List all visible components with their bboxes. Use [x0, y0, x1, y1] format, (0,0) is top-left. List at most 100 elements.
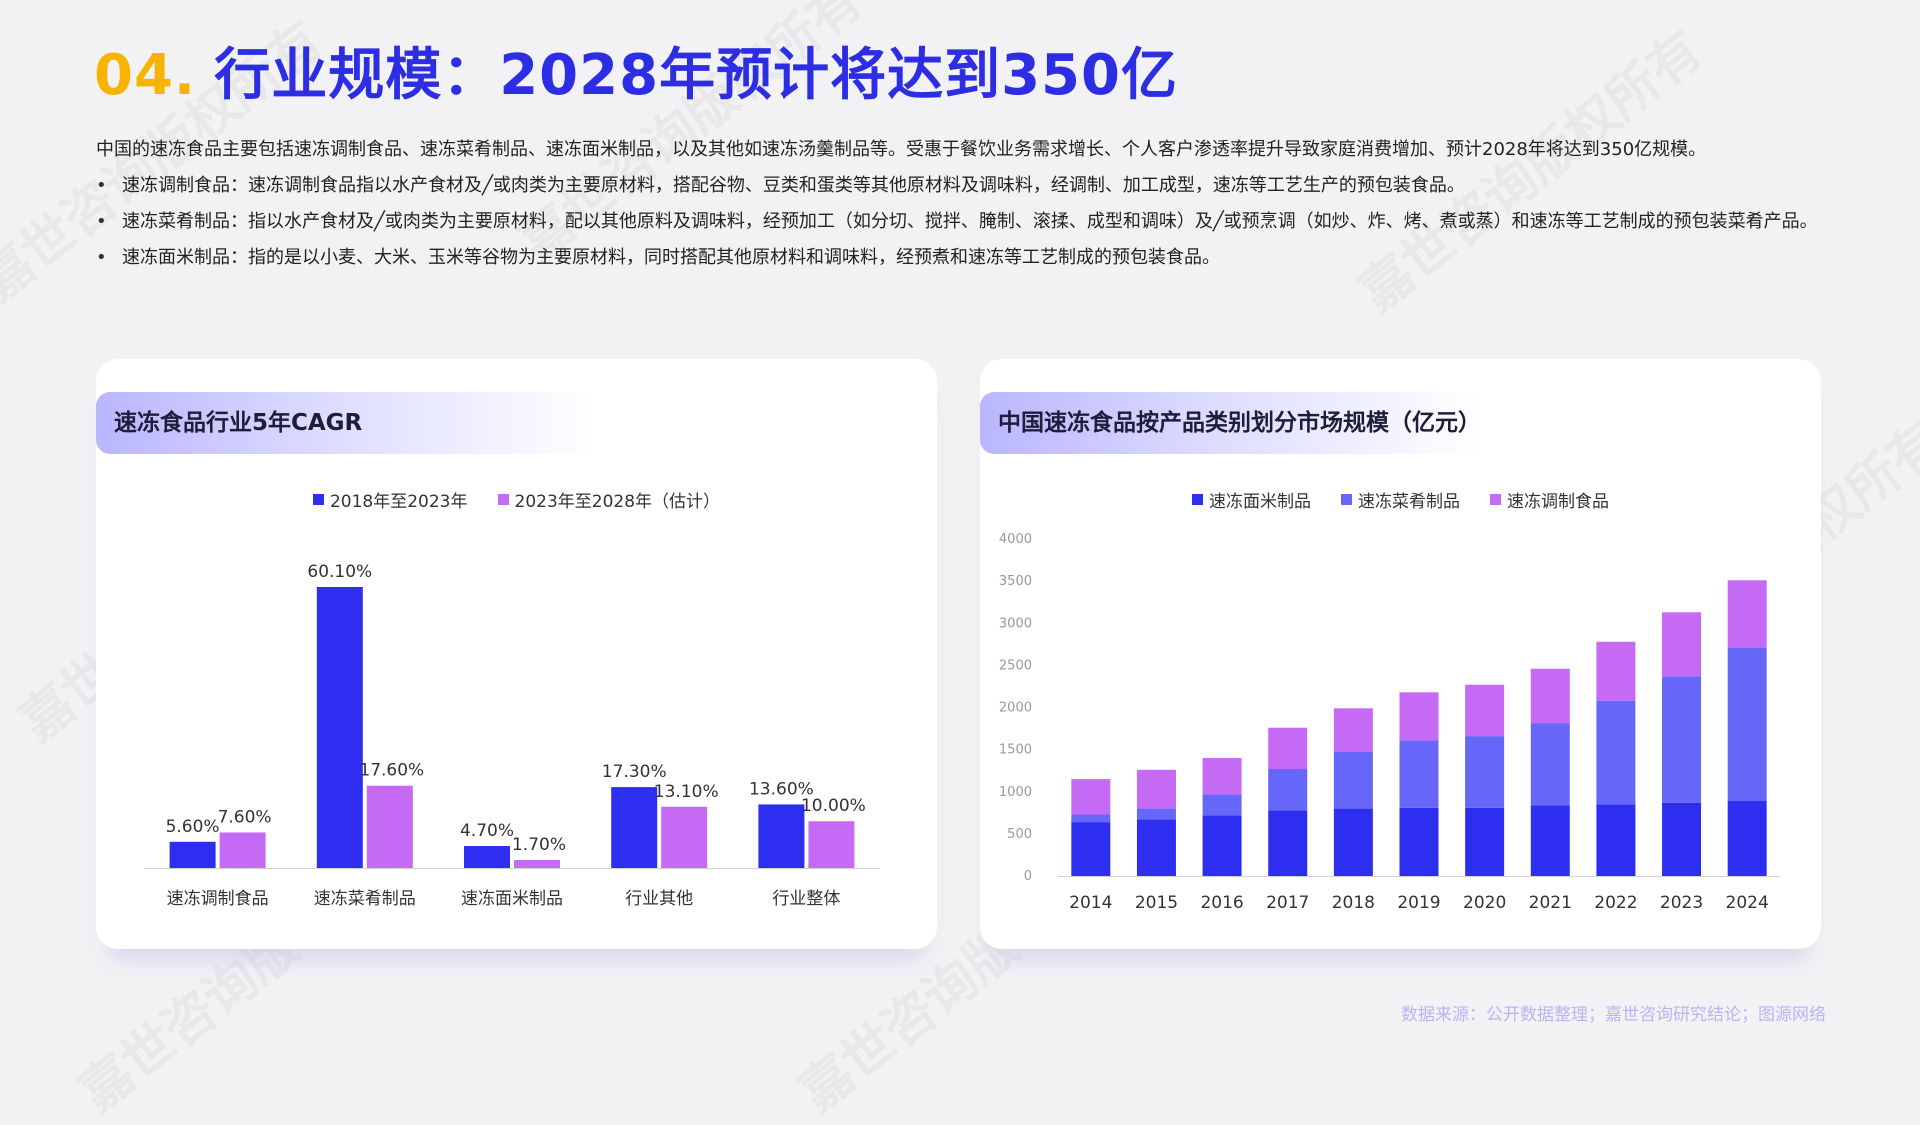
- bar: [808, 821, 855, 868]
- x-tick-label: 行业其他: [625, 889, 693, 909]
- stacked-bar-segment: [1465, 684, 1505, 737]
- bullet-item: 速冻调制食品：速冻调制食品指以水产食材及╱或肉类为主要原材料，搭配谷物、豆类和蛋…: [96, 168, 1832, 204]
- chart-heading: 速冻食品行业5年CAGR: [114, 410, 363, 436]
- y-tick-label: 3500: [999, 574, 1032, 589]
- chart-legend: 速冻面米制品 速冻菜肴制品 速冻调制食品: [980, 487, 1821, 512]
- bar: [366, 785, 413, 868]
- stacked-bar-segment: [1136, 819, 1176, 876]
- bar: [514, 860, 560, 868]
- y-tick-label: 1500: [999, 743, 1032, 758]
- x-tick-label: 2016: [1200, 893, 1243, 913]
- data-label: 10.00%: [801, 796, 866, 816]
- stacked-bar-segment: [1399, 740, 1439, 808]
- data-source-note: 数据来源：公开数据整理；嘉世咨询研究结论；图源网络: [1401, 1005, 1826, 1025]
- market-size-chart-card: 中国速冻食品按产品类别划分市场规模（亿元） 速冻面米制品 速冻菜肴制品 速冻调制…: [980, 359, 1821, 949]
- y-tick-label: 0: [1024, 869, 1032, 884]
- bar: [758, 804, 805, 868]
- stacked-bar-segment: [1662, 802, 1702, 876]
- stacked-bar-segment: [1333, 708, 1373, 752]
- stacked-bar-segment: [1727, 647, 1767, 802]
- stacked-bar-segment: [1202, 794, 1242, 816]
- x-tick-label: 2014: [1069, 893, 1112, 913]
- x-tick-label: 2018: [1332, 893, 1375, 913]
- stacked-bar-segment: [1662, 612, 1702, 677]
- stacked-bar-segment: [1268, 769, 1308, 811]
- legend-swatch: [497, 494, 509, 505]
- stacked-bar-segment: [1136, 808, 1176, 820]
- x-tick-label: 2015: [1135, 893, 1178, 913]
- stacked-bar-segment: [1071, 814, 1111, 823]
- bar: [464, 846, 510, 868]
- section-number: 04.: [94, 43, 197, 108]
- stacked-bar-segment: [1530, 805, 1570, 876]
- y-tick-label: 1000: [999, 785, 1032, 800]
- x-tick-label: 速冻调制食品: [167, 889, 269, 909]
- stacked-bar-segment: [1465, 736, 1505, 808]
- stacked-bar-segment: [1530, 668, 1570, 724]
- title-text: 行业规模：2028年预计将达到350亿: [214, 43, 1178, 108]
- legend-label: 速冻面米制品: [1209, 492, 1311, 512]
- stacked-bar-segment: [1333, 808, 1373, 876]
- data-label: 60.10%: [307, 562, 372, 582]
- stacked-bar-segment: [1530, 723, 1570, 806]
- y-tick-label: 3000: [999, 616, 1032, 631]
- legend-swatch: [1192, 494, 1203, 505]
- legend-swatch: [1341, 494, 1352, 505]
- legend-swatch: [1490, 494, 1501, 505]
- chart-heading-bar: 中国速冻食品按产品类别划分市场规模（亿元）: [980, 392, 1481, 454]
- bullet-item: 速冻菜肴制品：指以水产食材及╱或肉类为主要原材料，配以其他原料及调味料，经预加工…: [96, 204, 1832, 240]
- y-tick-label: 4000: [999, 532, 1032, 547]
- stacked-bar-segment: [1596, 641, 1636, 701]
- stacked-bar-segment: [1596, 700, 1636, 805]
- stacked-bar-segment: [1202, 815, 1242, 876]
- stacked-bar-segment: [1727, 580, 1767, 648]
- y-tick-label: 2000: [999, 701, 1032, 716]
- x-tick-label: 2020: [1463, 893, 1506, 913]
- legend-item: 速冻菜肴制品: [1341, 487, 1460, 512]
- legend-item: 速冻调制食品: [1490, 487, 1609, 512]
- stacked-bar-segment: [1399, 692, 1439, 741]
- stacked-bar-segment: [1136, 769, 1176, 809]
- bullet-list: 速冻调制食品：速冻调制食品指以水产食材及╱或肉类为主要原材料，搭配谷物、豆类和蛋…: [96, 168, 1832, 276]
- intro-text: 中国的速冻食品主要包括速冻调制食品、速冻菜肴制品、速冻面米制品，以及其他如速冻汤…: [96, 132, 1832, 276]
- x-tick-label: 2023: [1660, 893, 1703, 913]
- cagr-chart-card: 速冻食品行业5年CAGR 2018年至2023年 2023年至2028年（估计）…: [96, 359, 937, 949]
- stacked-bar-segment: [1071, 822, 1111, 876]
- stacked-bar-segment: [1202, 758, 1242, 795]
- data-label: 1.70%: [512, 835, 566, 855]
- bullet-item: 速冻面米制品：指的是以小麦、大米、玉米等谷物为主要原材料，同时搭配其他原材料和调…: [96, 240, 1832, 276]
- chart-legend: 2018年至2023年 2023年至2028年（估计）: [96, 487, 937, 512]
- stacked-bar-segment: [1465, 807, 1505, 876]
- page-title: 04. 行业规模：2028年预计将达到350亿: [94, 30, 1178, 108]
- chart-heading: 中国速冻食品按产品类别划分市场规模（亿元）: [998, 410, 1481, 436]
- bar: [316, 587, 363, 868]
- data-label: 17.60%: [359, 761, 424, 781]
- stacked-bar-segment: [1727, 801, 1767, 876]
- legend-swatch: [312, 494, 324, 505]
- chart-heading-bar: 速冻食品行业5年CAGR: [96, 392, 596, 454]
- x-tick-label: 速冻菜肴制品: [314, 889, 416, 909]
- x-tick-label: 2019: [1397, 893, 1440, 913]
- market-size-stacked-bar-chart: 0 500 1000 1500 2000 2500 3000 3500 4000 2014 2015…: [999, 532, 1780, 913]
- data-label: 13.60%: [749, 779, 814, 799]
- data-label: 4.70%: [460, 821, 514, 841]
- x-tick-label: 2024: [1726, 893, 1769, 913]
- y-tick-label: 2500: [999, 658, 1032, 673]
- bar: [661, 806, 708, 868]
- stacked-bar-segment: [1662, 676, 1702, 803]
- data-label: 5.60%: [166, 817, 220, 837]
- legend-item: 2023年至2028年（估计）: [497, 487, 720, 512]
- stacked-bar-segment: [1399, 807, 1439, 876]
- stacked-bar-segment: [1596, 804, 1636, 876]
- y-tick-label: 500: [1007, 827, 1032, 842]
- bar: [611, 787, 658, 868]
- x-tick-label: 速冻面米制品: [461, 889, 563, 909]
- bar: [169, 841, 216, 868]
- data-label: 7.60%: [218, 807, 272, 827]
- intro-paragraph: 中国的速冻食品主要包括速冻调制食品、速冻菜肴制品、速冻面米制品，以及其他如速冻汤…: [96, 139, 1707, 160]
- stacked-bar-segment: [1333, 751, 1373, 809]
- stacked-bar-segment: [1268, 727, 1308, 770]
- x-tick-label: 2021: [1529, 893, 1572, 913]
- stacked-bar-segment: [1071, 779, 1111, 815]
- x-tick-label: 2017: [1266, 893, 1309, 913]
